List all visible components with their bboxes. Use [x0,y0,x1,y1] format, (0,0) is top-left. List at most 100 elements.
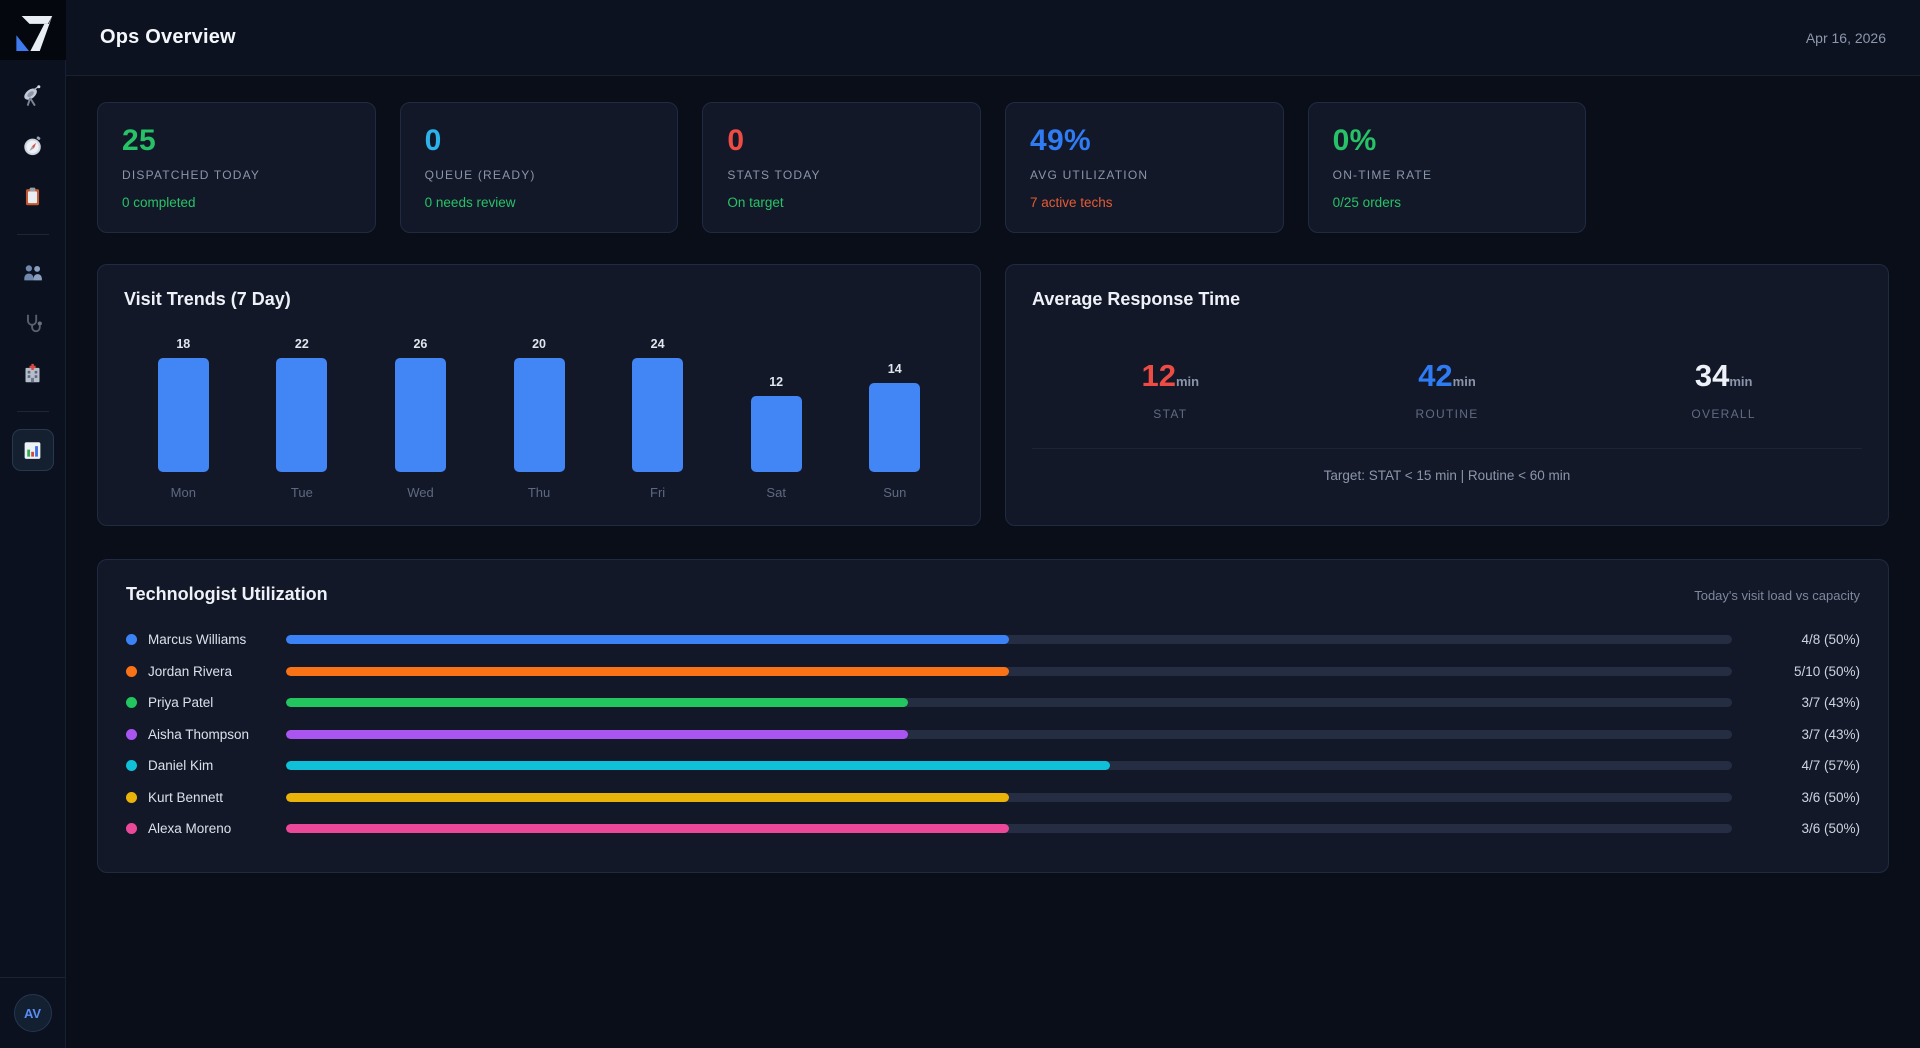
utilization-track [286,635,1732,645]
sidebar-item-dispatch[interactable] [12,75,54,117]
bar [632,358,684,472]
sidebar-item-schedule[interactable] [12,125,54,167]
tech-name: Alexa Moreno [148,821,232,837]
stat-value: 0% [1332,124,1377,157]
stethoscope-icon [26,314,42,333]
chart-bar-tue: 22 Tue [243,334,362,500]
utilization-track [286,761,1732,771]
utilization-subtitle: Today's visit load vs capacity [1694,588,1860,603]
stats-row: 25 DISPATCHED TODAY 0 completed 0 QUEUE … [97,102,1889,233]
divider [1032,448,1862,449]
tech-name: Marcus Williams [148,632,247,648]
bar-value: 12 [769,375,784,389]
stat-label: AVG UTILIZATION [1029,168,1149,182]
stat-label: QUEUE (READY) [424,168,536,182]
utilization-value: 3/6 (50%) [1801,821,1860,837]
visit-trends-chart: 18 Mon 22 Tue 26 [124,334,954,500]
utilization-row: Alexa Moreno 3/6 (50%) [126,813,1860,845]
clipboard-icon [25,187,40,205]
compass-icon [23,136,41,156]
sidebar-item-facility[interactable] [12,352,54,394]
utilization-fill [286,698,908,708]
hospital-icon [25,363,40,382]
bar-day-label: Sun [883,485,907,500]
utilization-rows: Marcus Williams 4/8 (50%) Jordan Rivera … [126,624,1860,845]
utilization-row: Kurt Bennett 3/6 (50%) [126,782,1860,814]
tech-name: Jordan Rivera [148,663,233,679]
stat-subtext: 7 active techs [1029,195,1113,210]
tech-color-dot [126,728,137,740]
bar-value: 14 [887,362,902,376]
chart-bar-mon: 18 Mon [124,334,243,500]
metric-value: 34min [1694,358,1753,393]
dashboard-content: 25 DISPATCHED TODAY 0 completed 0 QUEUE … [66,76,1920,1048]
metric-unit: min [1729,374,1753,389]
chart-bar-thu: 20 Thu [480,334,599,500]
bar-day-label: Wed [407,485,434,500]
utilization-track [286,824,1732,834]
sidebar-item-ops-overview[interactable] [11,429,54,471]
utilization-title: Technologist Utilization [126,584,328,604]
stat-subtext: 0 needs review [424,195,516,210]
bar-value: 20 [532,337,546,351]
metric-value: 42min [1418,358,1476,393]
metric-overall: 34min OVERALL [1585,358,1862,421]
metric-label: OVERALL [1691,407,1756,421]
header-date: Apr 16, 2026 [1805,29,1886,46]
bar [750,396,802,472]
response-metrics: 12min STAT 42min ROUTINE 34min OVERALL [1032,358,1862,421]
stat-value: 25 [122,124,156,157]
sidebar-item-patients[interactable] [12,252,54,294]
utilization-row: Aisha Thompson 3/7 (43%) [126,719,1860,751]
sidebar-divider [16,234,49,235]
response-time-title: Average Response Time [1032,289,1241,309]
user-avatar[interactable]: AV [13,994,52,1032]
stat-subtext: 0 completed [122,195,196,210]
sidebar: AV [0,0,66,1048]
metric-label: STAT [1153,407,1188,421]
sidebar-nav [11,60,54,479]
tech-color-dot [126,791,137,803]
visit-trends-panel: Visit Trends (7 Day) 18 Mon 22 [97,264,981,526]
tech-color-dot [126,634,137,646]
tech-color-dot [126,823,137,835]
tech-name: Priya Patel [148,695,214,711]
stat-card-ontime: 0% ON-TIME RATE 0/25 orders [1307,102,1587,233]
metric-routine: 42min ROUTINE [1309,358,1586,421]
stat-subtext: 0/25 orders [1332,195,1401,210]
r-logo-icon [15,16,52,51]
utilization-value: 4/8 (50%) [1801,632,1860,648]
app-logo[interactable] [0,0,66,60]
stat-value: 0 [727,124,745,157]
utilization-row: Daniel Kim 4/7 (57%) [126,750,1860,782]
stat-value: 49% [1029,124,1091,157]
stat-card-dispatched: 25 DISPATCHED TODAY 0 completed [97,102,376,233]
metric-label: ROUTINE [1415,407,1479,421]
charts-row: Visit Trends (7 Day) 18 Mon 22 [97,264,1889,526]
utilization-fill [286,666,1009,676]
bar-day-label: Tue [290,485,313,500]
utilization-value: 3/6 (50%) [1801,789,1860,805]
tech-name: Daniel Kim [148,758,214,774]
metric-value: 12min [1141,358,1200,393]
bar [157,358,209,472]
sidebar-divider [16,411,49,412]
utilization-value: 3/7 (43%) [1801,695,1860,711]
main-area: Ops Overview Apr 16, 2026 25 DISPATCHED … [66,0,1920,1048]
bar-day-label: Thu [527,485,551,500]
bar [394,358,446,472]
top-header: Ops Overview Apr 16, 2026 [66,0,1920,76]
utilization-fill [286,792,1009,802]
tech-name: Kurt Bennett [148,789,224,805]
chart-bar-wed: 26 Wed [361,334,480,500]
utilization-row: Priya Patel 3/7 (43%) [126,687,1860,719]
bar-chart-icon [24,441,41,459]
metric-unit: min [1452,374,1476,389]
bar [513,358,565,472]
bar-day-label: Sat [766,485,786,500]
stat-label: ON-TIME RATE [1332,168,1433,182]
sidebar-item-orders[interactable] [12,175,54,217]
utilization-track [286,729,1732,739]
stat-value: 0 [424,124,442,157]
sidebar-item-clinical[interactable] [12,302,54,344]
